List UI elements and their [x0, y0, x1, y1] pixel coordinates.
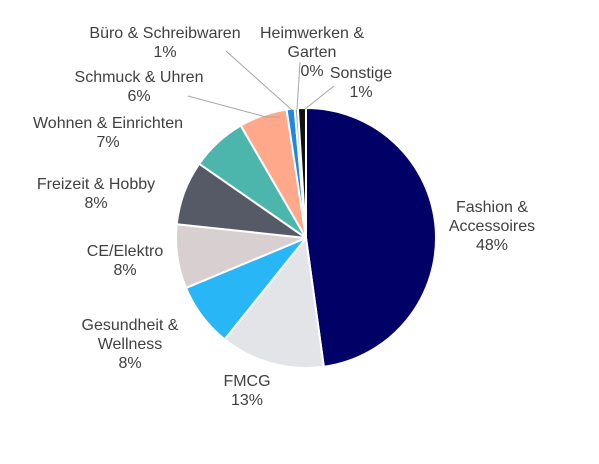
slice-label-schmuck-and-uhren: Schmuck & Uhren 6% [75, 69, 204, 105]
slice-value-fashion-and-accessoires: 48% [476, 237, 508, 254]
leader-line-sonstige [304, 85, 335, 110]
slice-name-fashion-and-accessoires: Fashion & [456, 199, 528, 216]
slice-value-buero-and-schreibwaren: 1% [153, 44, 176, 61]
slice-name-fmcg: FMCG [223, 373, 270, 390]
pie-slice-fashion-and-accessoires [305, 107, 437, 368]
slice-label-fmcg: FMCG 13% [223, 373, 270, 409]
slice-value-schmuck-and-uhren: 6% [127, 88, 150, 105]
slice-label-fashion-and-accessoires: Fashion & Accessoires 48% [449, 199, 535, 254]
slice-name-gesundheit-and-wellness: Gesundheit & [82, 317, 179, 334]
slice-name-freizeit-and-hobby: Freizeit & Hobby [37, 176, 155, 193]
slice-name-fashion-and-accessoires: Accessoires [449, 218, 535, 235]
slice-name-schmuck-and-uhren: Schmuck & Uhren [75, 69, 204, 86]
slice-name-gesundheit-and-wellness: Wellness [98, 336, 163, 353]
leader-line-schmuck-and-uhren [187, 95, 280, 118]
slice-name-sonstige: Sonstige [330, 65, 392, 82]
slice-name-buero-and-schreibwaren: Büro & Schreibwaren [89, 25, 240, 42]
pie-slice-fmcg [223, 237, 325, 369]
leader-line-buero-and-schreibwaren [225, 50, 293, 111]
slice-value-wohnen-and-einrichten: 7% [96, 134, 119, 151]
slice-label-ce-elektro: CE/Elektro 8% [87, 243, 164, 279]
slice-name-ce-elektro: CE/Elektro [87, 243, 164, 260]
slice-label-freizeit-and-hobby: Freizeit & Hobby 8% [37, 176, 155, 212]
slice-label-sonstige: Sonstige 1% [330, 65, 392, 101]
slices-layer [175, 106, 437, 369]
slice-value-freizeit-and-hobby: 8% [84, 195, 107, 212]
slice-value-ce-elektro: 8% [113, 262, 136, 279]
slice-name-heimwerken-and-garten: Garten [288, 44, 337, 61]
labels-layer: Fashion & Accessoires 48% FMCG 13% Gesundheit… [33, 25, 535, 409]
slice-value-sonstige: 1% [349, 84, 372, 101]
slice-name-wohnen-and-einrichten: Wohnen & Einrichten [33, 115, 183, 132]
leader-lines-layer [187, 50, 335, 118]
slice-name-heimwerken-and-garten: Heimwerken & [260, 25, 364, 42]
slice-label-wohnen-and-einrichten: Wohnen & Einrichten 7% [33, 115, 183, 151]
slice-value-gesundheit-and-wellness: 8% [118, 355, 141, 372]
slice-label-buero-and-schreibwaren: Büro & Schreibwaren 1% [89, 25, 240, 61]
slice-value-heimwerken-and-garten: 0% [300, 63, 323, 80]
leader-line-heimwerken-and-garten [296, 61, 301, 110]
slice-label-gesundheit-and-wellness: Gesundheit & Wellness 8% [82, 317, 179, 372]
slice-value-fmcg: 13% [231, 392, 263, 409]
slice-label-heimwerken-and-garten: Heimwerken & Garten 0% [260, 25, 364, 80]
